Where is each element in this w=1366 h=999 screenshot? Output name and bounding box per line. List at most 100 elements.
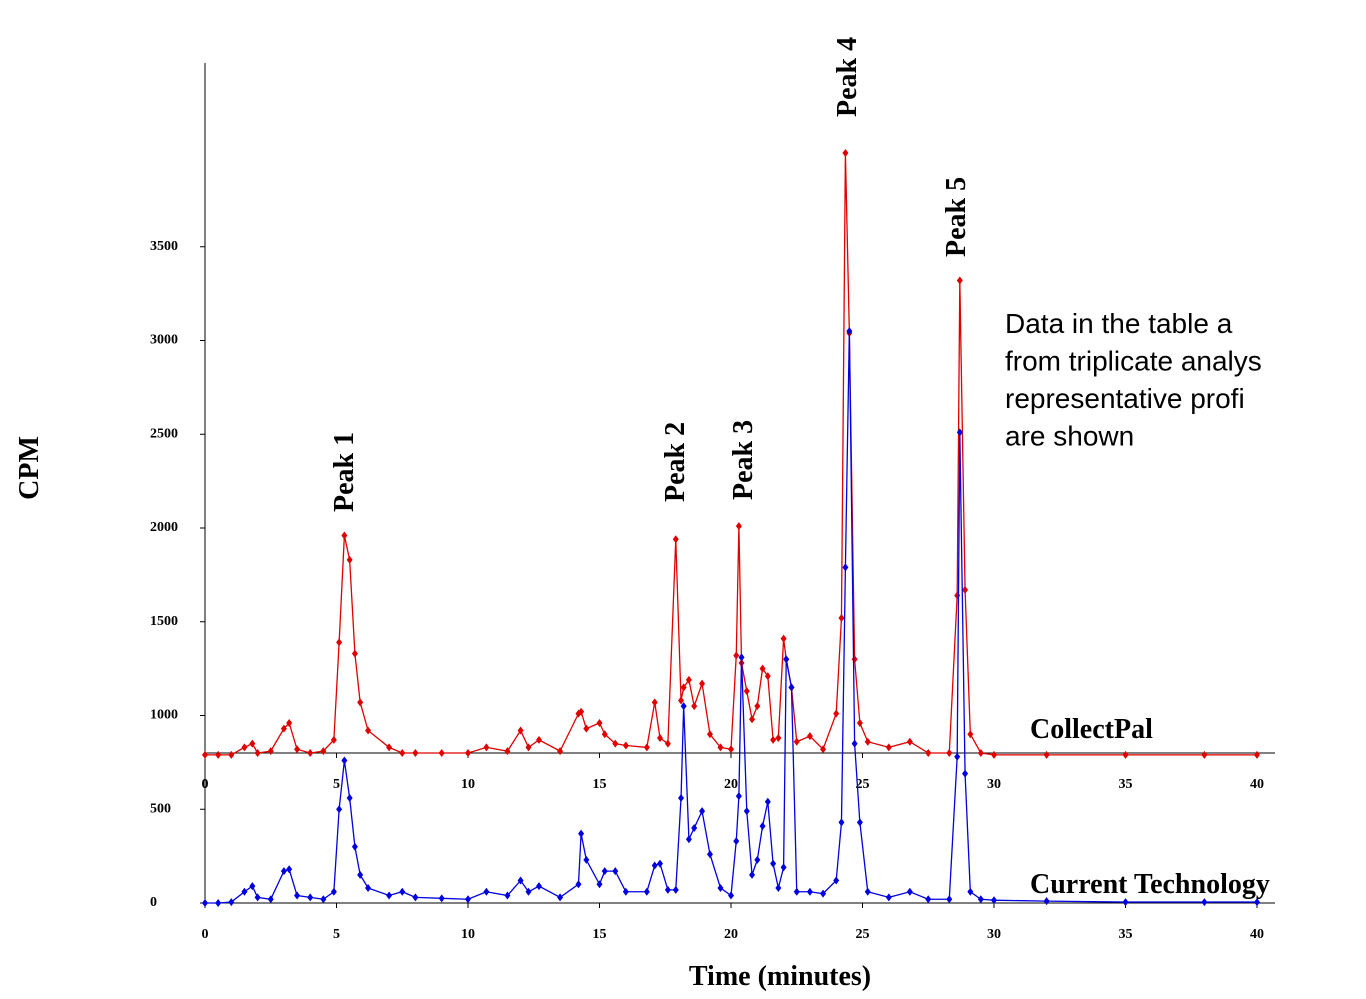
- data-point: [346, 555, 353, 564]
- data-point: [341, 531, 348, 540]
- data-point: [775, 884, 782, 892]
- data-point: [575, 880, 582, 889]
- data-point: [672, 535, 679, 544]
- data-point: [483, 887, 490, 896]
- data-point: [336, 805, 343, 814]
- data-point: [341, 756, 348, 765]
- data-point: [672, 885, 679, 894]
- data-point: [685, 835, 692, 844]
- data-point: [925, 895, 932, 904]
- x2-tick-label: 15: [593, 777, 607, 792]
- data-point: [735, 522, 742, 531]
- data-point: [346, 794, 353, 802]
- data-point: [699, 679, 706, 688]
- data-point: [228, 750, 235, 759]
- data-point: [215, 899, 222, 907]
- data-point: [1122, 750, 1129, 759]
- data-point: [399, 887, 406, 896]
- peak-label: Peak 5: [941, 177, 972, 257]
- data-point: [770, 859, 777, 868]
- data-point: [517, 876, 524, 885]
- y-tick-label: 1000: [150, 708, 178, 723]
- data-point: [557, 893, 564, 902]
- x-tick-label: 10: [461, 927, 475, 942]
- data-point: [954, 591, 961, 600]
- data-point: [525, 743, 532, 752]
- data-point: [759, 664, 766, 673]
- data-point: [465, 895, 471, 904]
- data-point: [399, 749, 406, 757]
- data-point: [842, 563, 849, 572]
- data-point: [743, 807, 750, 816]
- data-point: [320, 895, 327, 904]
- data-point: [759, 822, 766, 831]
- data-point: [733, 651, 740, 660]
- data-point: [336, 638, 343, 647]
- data-point: [412, 749, 419, 757]
- data-point: [735, 792, 742, 801]
- data-point: [357, 698, 364, 707]
- data-point: [651, 698, 658, 707]
- data-point: [294, 891, 301, 900]
- data-point: [596, 880, 603, 889]
- data-point: [612, 739, 619, 748]
- data-point: [1043, 750, 1050, 759]
- data-point: [806, 887, 813, 896]
- data-point: [806, 732, 813, 741]
- data-point: [386, 743, 393, 752]
- data-point: [954, 752, 961, 761]
- data-point: [517, 726, 524, 735]
- data-point: [601, 867, 608, 876]
- data-point: [215, 750, 222, 759]
- data-point: [706, 730, 713, 739]
- data-point: [764, 672, 771, 681]
- data-point: [728, 891, 734, 900]
- x-tick-label: 5: [333, 927, 340, 942]
- data-point: [733, 837, 740, 846]
- data-point: [956, 276, 963, 285]
- data-point: [601, 730, 608, 739]
- data-point: [788, 683, 795, 692]
- data-point: [651, 861, 658, 870]
- peak-label: Peak 3: [728, 420, 759, 500]
- data-point: [664, 885, 671, 894]
- x2-tick-label: 0: [202, 777, 209, 792]
- data-point: [249, 739, 256, 748]
- data-point: [838, 614, 845, 622]
- data-point: [820, 745, 827, 754]
- data-point: [228, 898, 235, 907]
- data-point: [967, 730, 974, 739]
- data-point: [1254, 898, 1260, 907]
- data-point: [320, 747, 327, 756]
- data-point: [254, 749, 261, 757]
- data-point: [764, 797, 771, 806]
- data-point: [770, 735, 777, 744]
- data-point: [438, 894, 445, 903]
- data-point: [699, 807, 706, 816]
- data-point: [991, 750, 997, 759]
- x-tick-label: 15: [593, 927, 607, 942]
- data-point: [775, 734, 782, 742]
- data-point: [754, 702, 761, 711]
- note-line: are shown: [1005, 421, 1134, 452]
- x-tick-label: 30: [987, 927, 1001, 942]
- data-point: [536, 882, 543, 891]
- data-point: [438, 749, 445, 757]
- data-point: [294, 745, 301, 754]
- data-point: [678, 794, 685, 802]
- data-point: [365, 884, 372, 892]
- note-line: representative profi: [1005, 383, 1245, 414]
- data-point: [307, 749, 314, 757]
- data-point: [280, 867, 287, 876]
- data-point: [864, 887, 871, 896]
- data-point: [412, 893, 419, 902]
- data-point: [846, 327, 853, 336]
- data-point: [254, 893, 261, 902]
- data-point: [864, 737, 871, 746]
- data-point: [351, 649, 358, 658]
- data-point: [680, 683, 687, 692]
- data-point: [962, 769, 969, 778]
- x-tick-label: 20: [724, 927, 738, 942]
- data-point: [967, 887, 974, 896]
